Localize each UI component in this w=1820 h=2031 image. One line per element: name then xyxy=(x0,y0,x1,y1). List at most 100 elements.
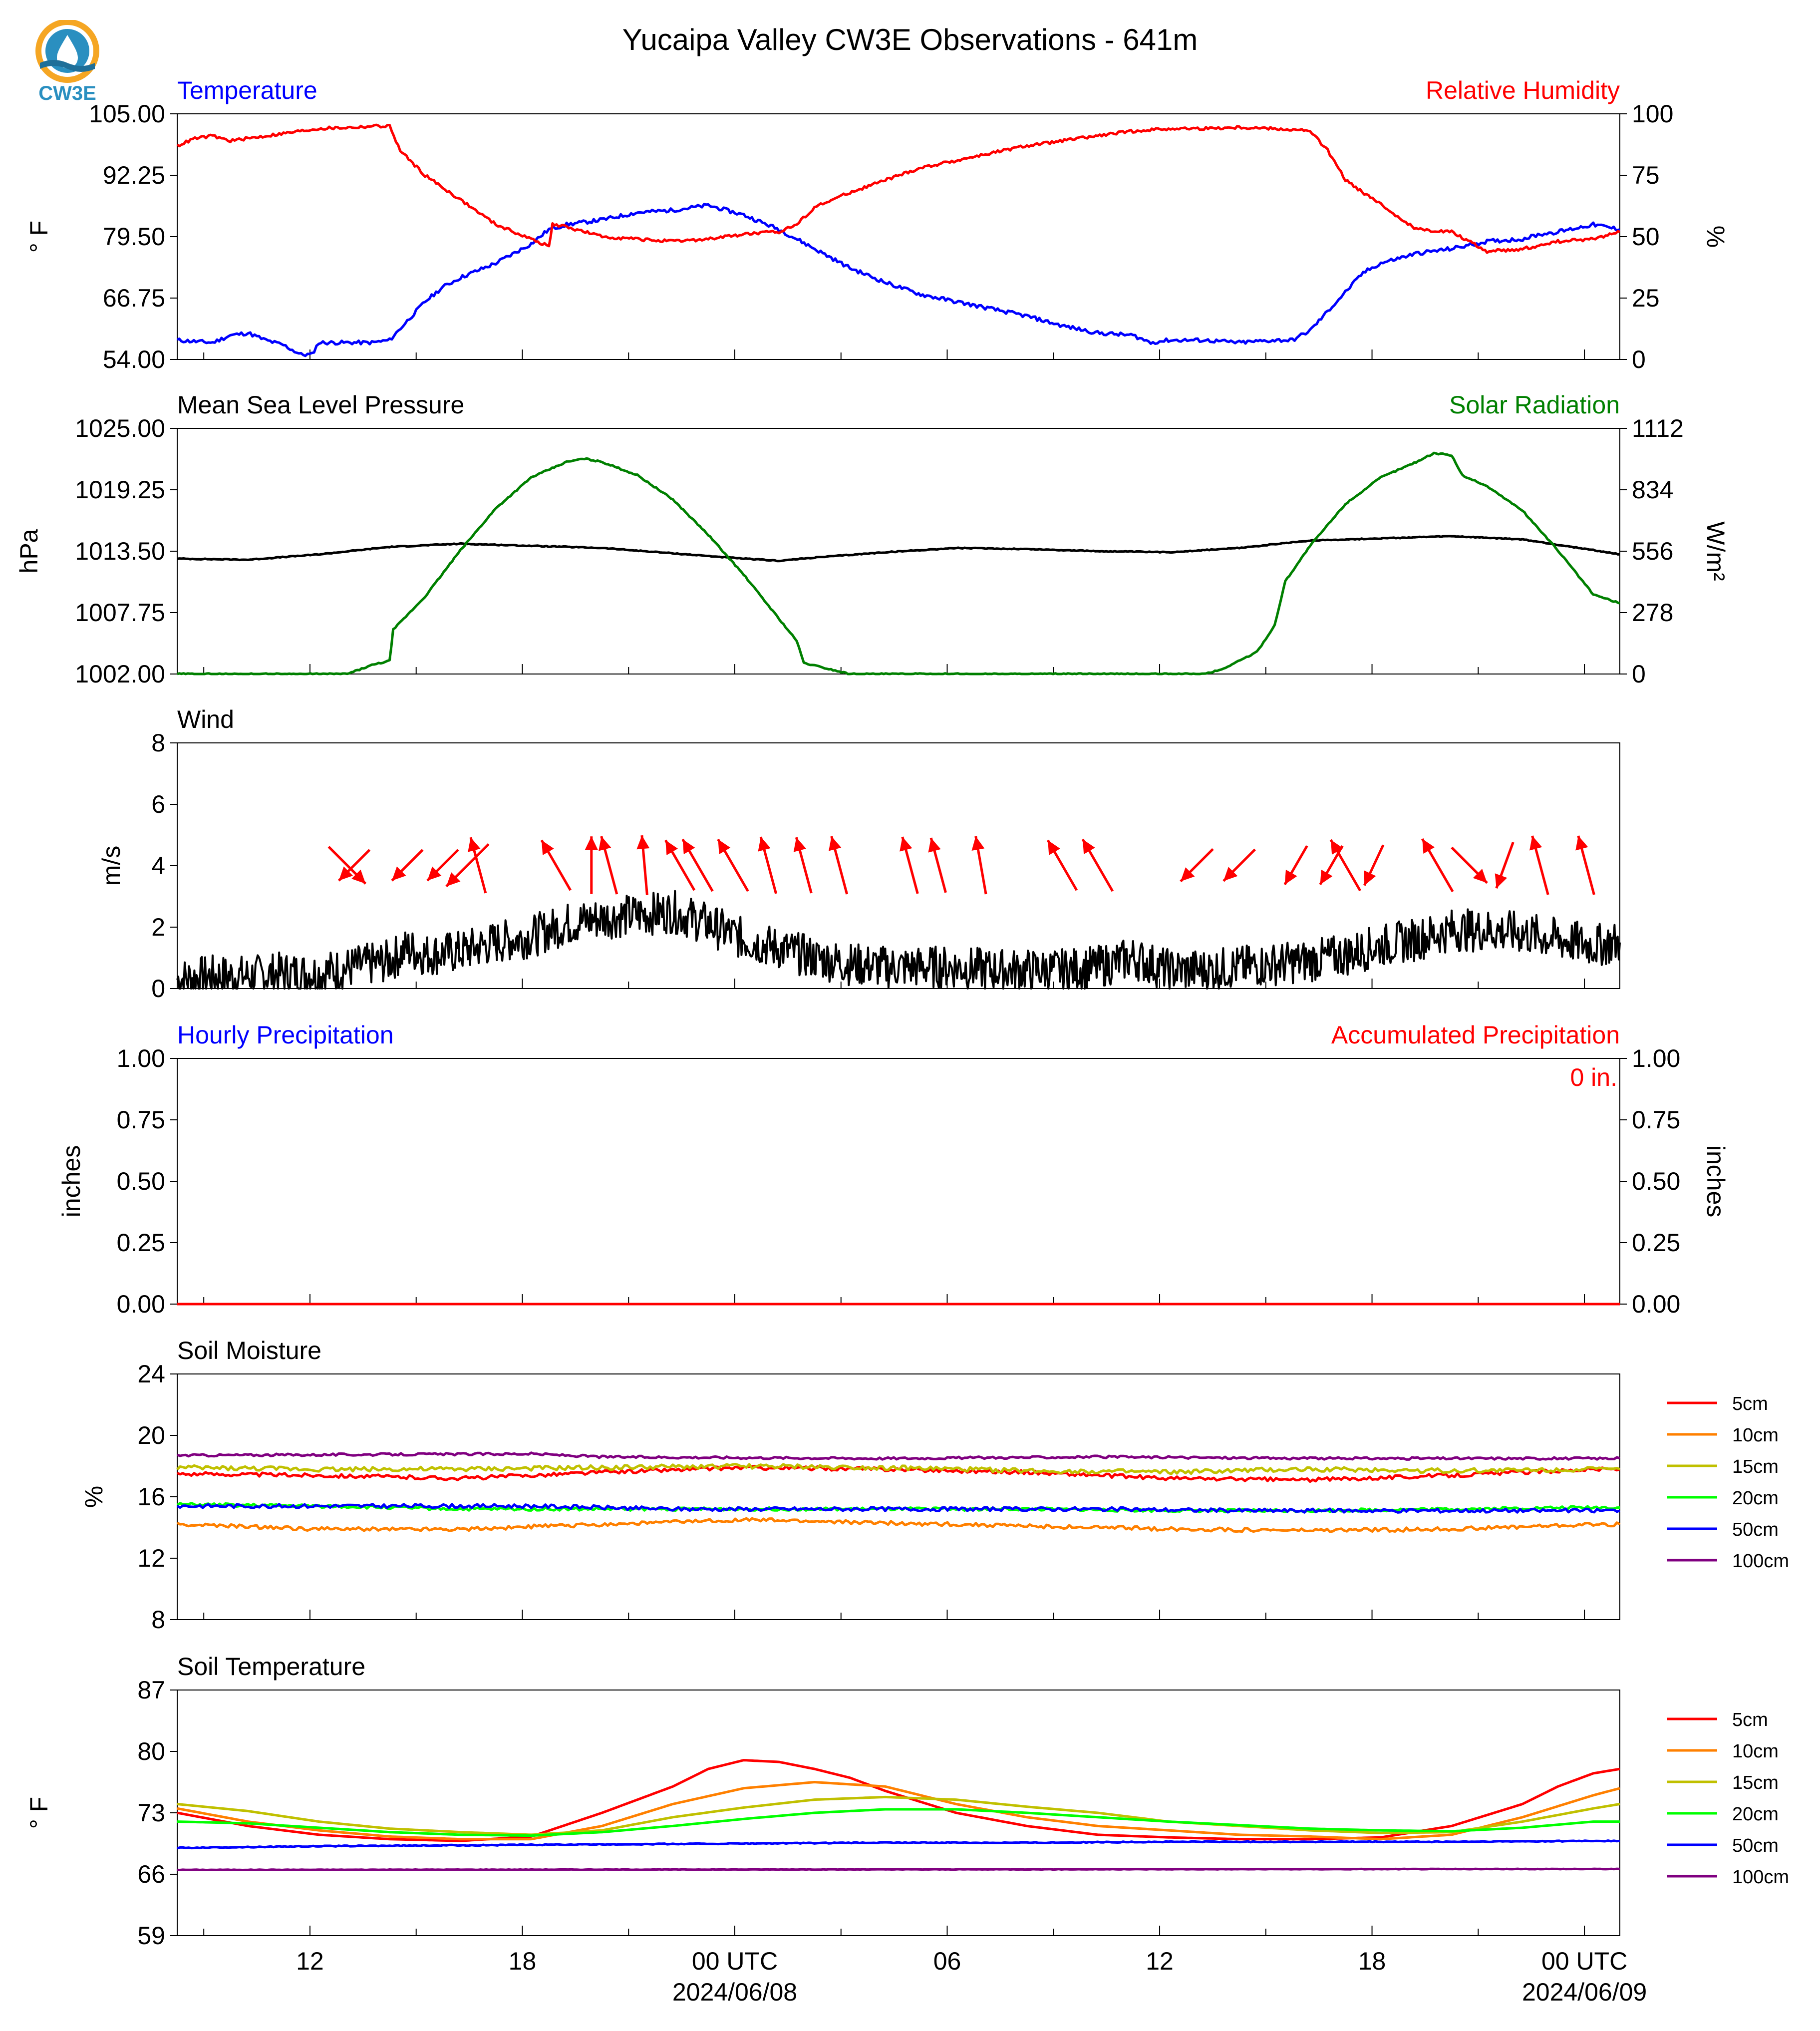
y-tick-label: 24 xyxy=(137,1360,165,1388)
wind-arrow-head xyxy=(468,837,481,852)
legend-label-100cm: 100cm xyxy=(1732,1867,1789,1888)
y-right-tick-label: 1.00 xyxy=(1632,1044,1680,1072)
left-title: Mean Sea Level Pressure xyxy=(177,391,464,419)
left-title: Soil Temperature xyxy=(177,1653,365,1681)
y-right-tick-label: 0.00 xyxy=(1632,1290,1680,1318)
y-axis-label: hPa xyxy=(15,529,43,573)
y-right-tick-label: 0.75 xyxy=(1632,1106,1680,1134)
series-line-temperature xyxy=(177,203,1620,357)
cw3e-logo: CW3E xyxy=(30,19,105,105)
series-line-relative-humidity xyxy=(176,123,1620,254)
y-tick-label: 1025.00 xyxy=(75,414,165,442)
y-tick-label: 1013.50 xyxy=(75,537,165,565)
series-line-50cm xyxy=(176,1503,1620,1514)
right-title: Solar Radiation xyxy=(1449,391,1620,419)
series-line-mean-sea-level-pressure xyxy=(177,535,1620,563)
x-tick-label: 18 xyxy=(509,1947,537,1975)
series-line-10cm xyxy=(176,1517,1621,1533)
wind-arrow-head xyxy=(1422,839,1435,854)
wind-arrow-head xyxy=(1473,869,1488,883)
wind-arrow-head xyxy=(1048,840,1060,855)
y-right-tick-label: 75 xyxy=(1632,161,1660,189)
y-tick-label: 66 xyxy=(137,1860,165,1888)
y-tick-label: 66.75 xyxy=(103,284,165,312)
wind-arrow-head xyxy=(971,836,985,851)
left-title: Temperature xyxy=(177,76,317,104)
x-tick-label: 00 UTC xyxy=(1541,1947,1627,1975)
wind-arrow-head xyxy=(599,836,611,851)
wind-arrow-head xyxy=(682,839,695,854)
series-line-100cm xyxy=(177,1867,1620,1871)
series-line-15cm xyxy=(176,1462,1620,1475)
y-axis-label: % xyxy=(80,1486,108,1508)
wind-arrow-head xyxy=(1320,869,1333,885)
y-right-axis-label: W/m² xyxy=(1702,521,1730,581)
legend-label-20cm: 20cm xyxy=(1732,1804,1779,1825)
legend-label-50cm: 50cm xyxy=(1732,1519,1779,1540)
y-tick-label: 0 xyxy=(151,975,165,1003)
y-right-tick-label: 556 xyxy=(1632,537,1673,565)
plot-frame xyxy=(177,1058,1620,1305)
series-line-5cm xyxy=(177,1759,1620,1842)
wind-arrow-head xyxy=(793,837,806,852)
y-tick-label: 20 xyxy=(137,1421,165,1449)
left-title: Hourly Precipitation xyxy=(177,1021,394,1049)
y-tick-label: 8 xyxy=(151,1606,165,1634)
series-line-solar-radiation xyxy=(177,451,1620,676)
page-title: Yucaipa Valley CW3E Observations - 641m xyxy=(622,23,1198,56)
y-axis-label: inches xyxy=(57,1145,85,1218)
y-axis-label: ° F xyxy=(25,1797,53,1829)
y-tick-label: 8 xyxy=(151,729,165,757)
y-tick-label: 0.00 xyxy=(117,1290,165,1318)
y-right-axis-label: inches xyxy=(1702,1145,1730,1218)
panel-pressure-solar: Mean Sea Level Pressure Solar Radiation 10… xyxy=(15,391,1730,688)
wind-arrow-head xyxy=(585,836,598,850)
legend-label-10cm: 10cm xyxy=(1732,1425,1779,1446)
y-tick-label: 87 xyxy=(137,1676,165,1704)
x-tick-label: 12 xyxy=(1146,1947,1174,1975)
wind-arrow-head xyxy=(446,872,461,887)
x-tick-label: 06 xyxy=(933,1947,961,1975)
y-axis-label: m/s xyxy=(97,846,125,886)
series-line-15cm xyxy=(177,1795,1620,1836)
plot-frame xyxy=(177,113,1620,360)
wind-arrow-head xyxy=(351,869,366,884)
series-line-50cm xyxy=(177,1839,1620,1850)
series-line-wind xyxy=(176,890,1621,990)
y-right-tick-label: 834 xyxy=(1632,476,1673,504)
wind-arrow-head xyxy=(1495,873,1508,889)
series-line-100cm xyxy=(177,1451,1620,1461)
y-tick-label: 0.50 xyxy=(117,1167,165,1195)
y-tick-label: 4 xyxy=(151,852,165,880)
panel-precip: Hourly Precipitation Accumulated Precipit… xyxy=(57,1021,1730,1318)
logo-text: CW3E xyxy=(38,82,96,104)
y-tick-label: 12 xyxy=(137,1544,165,1572)
y-tick-label: 6 xyxy=(151,790,165,818)
wind-arrow-head xyxy=(1364,870,1376,886)
y-right-tick-label: 278 xyxy=(1632,599,1673,627)
y-tick-label: 105.00 xyxy=(89,100,165,128)
legend-label-5cm: 5cm xyxy=(1732,1709,1768,1730)
wind-arrow-head xyxy=(758,837,771,852)
y-right-tick-label: 50 xyxy=(1632,223,1660,251)
legend-label-50cm: 50cm xyxy=(1732,1835,1779,1856)
y-tick-label: 0.75 xyxy=(117,1106,165,1134)
legend-label-5cm: 5cm xyxy=(1732,1393,1768,1414)
plot-frame xyxy=(177,1690,1620,1936)
y-tick-label: 54.00 xyxy=(103,345,165,373)
y-tick-label: 1.00 xyxy=(117,1044,165,1072)
wind-arrow-head xyxy=(900,837,912,852)
x-date-label: 2024/06/08 xyxy=(672,1978,797,2006)
legend-label-100cm: 100cm xyxy=(1732,1551,1789,1572)
y-tick-label: 1002.00 xyxy=(75,660,165,688)
legend-label-20cm: 20cm xyxy=(1732,1488,1779,1509)
wind-arrow-head xyxy=(1529,835,1542,851)
y-right-tick-label: 100 xyxy=(1632,100,1673,128)
x-tick-label: 12 xyxy=(296,1947,324,1975)
y-tick-label: 0.25 xyxy=(117,1229,165,1257)
y-right-tick-label: 0.50 xyxy=(1632,1167,1680,1195)
wind-arrow-head xyxy=(1082,839,1095,854)
right-title: Relative Humidity xyxy=(1426,76,1620,104)
